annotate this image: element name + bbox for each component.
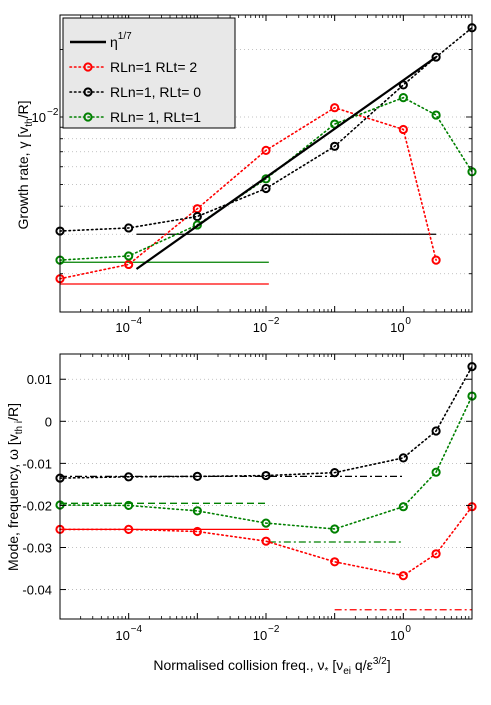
legend-marker-2 [83, 87, 93, 97]
top-xtick-exp-2: 0 [405, 316, 411, 327]
bottom-series-line-1 [59, 395, 473, 530]
bottom-x-ticks: 10 −4 10 −2 10 0 [59, 354, 473, 643]
bottom-series-2-point-6 [431, 549, 441, 559]
bottom-series-2-point-4 [330, 557, 340, 567]
top-ytick-exp: −2 [47, 107, 59, 118]
top-xtick-label-1: 10 [253, 320, 267, 335]
bottom-xtick-label-2: 10 [390, 628, 404, 643]
bottom-xtick-exp-2: 0 [405, 624, 411, 635]
legend-marker-3 [83, 112, 93, 122]
bottom-marks [55, 362, 477, 611]
bottom-ytick-label-4: -0.03 [22, 540, 52, 555]
top-y-axis-label: Growth rate, γ [vth/R] [15, 101, 35, 230]
legend-label-2: RLn=1, RLt= 0 [110, 84, 201, 100]
bottom-series-0-point-5 [398, 453, 408, 463]
top-xtick-label-2: 10 [390, 320, 404, 335]
bottom-ytick-label-5: -0.04 [22, 583, 52, 598]
top-series-line-1 [59, 26, 473, 232]
top-series-1-point-2 [192, 211, 202, 222]
bottom-xtick-label-1: 10 [253, 628, 267, 643]
bottom-ytick-label-1: 0 [45, 414, 52, 429]
bottom-xtick-exp-0: −4 [131, 624, 143, 635]
top-series-line-0 [59, 106, 437, 280]
top-xtick-exp-1: −2 [268, 316, 280, 327]
top-series-line-2 [59, 96, 473, 261]
bottom-series-2-point-2 [192, 526, 202, 537]
top-series-1-point-1 [124, 223, 134, 233]
legend-label-1: RLn=1 RLt= 2 [110, 59, 197, 75]
bottom-xtick-label-0: 10 [115, 628, 129, 643]
bottom-ytick-label-3: -0.02 [22, 498, 52, 513]
bottom-series-1-point-6 [431, 467, 441, 477]
top-series-1-point-6 [431, 52, 441, 62]
frequency-panel: 10 −4 10 −2 10 0 0.010-0.01-0.02-0.03-0.04 Mo… [5, 353, 477, 677]
top-xtick-exp-0: −4 [131, 316, 143, 327]
top-x-ticks: 10 −4 10 −2 10 0 [59, 15, 473, 335]
top-reference-line [135, 56, 437, 270]
top-series-1-point-3 [261, 183, 271, 194]
bottom-series-1-point-5 [398, 502, 408, 512]
bottom-plot-area [60, 354, 472, 619]
bottom-series-2-point-3 [261, 536, 271, 546]
top-series-2-point-1 [124, 251, 134, 261]
top-series-0-point-1 [124, 259, 134, 270]
legend-label-0-sup: 1/7 [118, 31, 132, 42]
top-series-2-point-2 [192, 220, 202, 230]
bottom-xtick-exp-1: −2 [268, 624, 280, 635]
bottom-series-0-point-6 [431, 426, 441, 436]
bottom-series-1-point-1 [124, 500, 134, 511]
top-series-1-point-4 [330, 141, 340, 151]
bottom-series-1-point-3 [261, 518, 271, 528]
top-series-2-point-5 [398, 93, 408, 103]
bottom-series-0-point-2 [192, 471, 202, 482]
top-xtick-label-0: 10 [115, 320, 129, 335]
bottom-y-ticks: 0.01 0 -0.01 -0.02 -0.03 -0.04 [22, 372, 472, 598]
bottom-series-1-point-4 [330, 524, 340, 534]
top-series-0-point-4 [330, 103, 340, 113]
bottom-series-1-point-2 [192, 506, 202, 516]
top-series-0-point-5 [398, 124, 408, 135]
top-series-0-point-6 [431, 255, 441, 265]
bottom-series-0-point-4 [330, 468, 340, 478]
growth-rate-panel: 10 −4 10 −2 10 0 10 −2 Growth rate, γ [vth/R] … [15, 14, 477, 335]
bottom-ytick-label-0: 0.01 [27, 372, 52, 387]
bottom-series-0-point-1 [124, 472, 134, 482]
bottom-ytick-label-2: -0.01 [22, 456, 52, 471]
bottom-series-2-point-5 [398, 571, 408, 581]
top-series-2-point-6 [431, 110, 441, 120]
bottom-series-line-2 [59, 505, 473, 577]
bottom-series-0-point-3 [261, 470, 271, 481]
bottom-series-2-point-1 [124, 524, 134, 535]
legend-label-3: RLn= 1, RLt=1 [110, 109, 201, 125]
bottom-series-line-0 [59, 365, 473, 479]
bottom-x-axis-label: Normalised collision freq., ν* [νei q/ε3… [153, 656, 390, 677]
bottom-y-axis-label: Mode, frequency, ω [vth i/R] [5, 403, 25, 571]
top-ytick-label: 10 [32, 110, 46, 125]
legend-marker-1 [83, 62, 93, 72]
top-series-0-point-3 [261, 145, 271, 155]
legend-box [62, 17, 236, 129]
